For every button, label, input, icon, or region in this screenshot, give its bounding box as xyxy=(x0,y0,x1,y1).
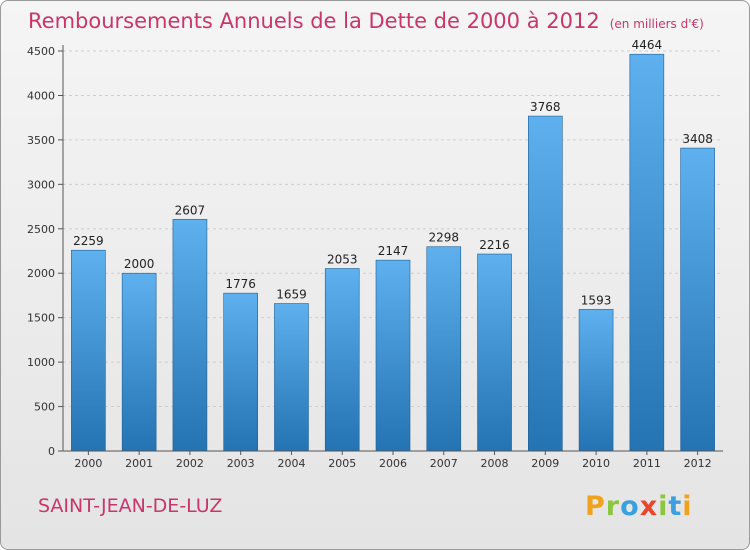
x-tick-label-2008: 2008 xyxy=(481,457,509,470)
y-tick-label: 4000 xyxy=(27,89,55,102)
labels: 0 500 1000 1500 2000 2500 3000 3500 4000 4500 2259… xyxy=(27,38,713,470)
bar-2008 xyxy=(477,253,512,452)
y-tick-label: 3500 xyxy=(27,134,55,147)
value-label-2012: 3408 xyxy=(682,132,713,146)
y-tick-label: 3000 xyxy=(27,178,55,191)
x-tick-label-2007: 2007 xyxy=(430,457,458,470)
city-name: SAINT-JEAN-DE-LUZ xyxy=(38,495,223,517)
logo-letter: r xyxy=(605,491,621,522)
axes xyxy=(58,45,723,455)
value-label-2011: 4464 xyxy=(632,38,663,52)
x-tick-label-2006: 2006 xyxy=(379,457,407,470)
x-tick-label-2003: 2003 xyxy=(227,457,255,470)
chart-title-text: Remboursements Annuels de la Dette de 20… xyxy=(28,9,600,33)
bar-2006 xyxy=(375,259,411,452)
bar-2005 xyxy=(324,268,360,452)
value-label-2004: 1659 xyxy=(276,288,307,302)
x-tick-label-2009: 2009 xyxy=(531,457,559,470)
bar-2003 xyxy=(223,292,258,452)
logo-letter: i xyxy=(682,491,693,522)
bar-2000 xyxy=(71,249,106,452)
value-label-2010: 1593 xyxy=(581,293,612,307)
logo-letter: o xyxy=(620,491,640,522)
x-tick-label-2002: 2002 xyxy=(176,457,204,470)
value-label-2005: 2053 xyxy=(327,253,358,267)
logo-letter: i xyxy=(658,491,669,522)
y-tick-label: 500 xyxy=(34,401,55,414)
y-tick-label: 4500 xyxy=(27,45,55,58)
logo-letter: P xyxy=(585,491,606,522)
proxiti-logo: Proxiti xyxy=(585,491,693,522)
bar-2011 xyxy=(629,53,665,452)
value-label-2001: 2000 xyxy=(124,257,155,271)
logo-letter: t xyxy=(668,491,683,522)
value-label-2009: 3768 xyxy=(530,100,561,114)
y-tick-label: 2000 xyxy=(27,267,55,280)
bars xyxy=(71,53,715,452)
value-label-2000: 2259 xyxy=(73,234,104,248)
x-tick-label-2012: 2012 xyxy=(684,457,712,470)
bar-2007 xyxy=(426,246,462,452)
value-label-2003: 1776 xyxy=(225,277,256,291)
chart-subtitle: (en milliers d'€) xyxy=(609,17,704,31)
x-tick-label-2011: 2011 xyxy=(633,457,661,470)
value-label-2002: 2607 xyxy=(175,203,206,217)
value-label-2007: 2298 xyxy=(428,231,459,245)
x-tick-label-2000: 2000 xyxy=(74,457,102,470)
bar-2012 xyxy=(680,147,715,452)
value-label-2006: 2147 xyxy=(378,244,409,258)
y-tick-label: 2500 xyxy=(27,223,55,236)
y-tick-label: 1500 xyxy=(27,312,55,325)
bar-2009 xyxy=(528,115,563,452)
y-tick-label: 0 xyxy=(48,445,55,458)
bar-2001 xyxy=(121,272,157,452)
bar-2004 xyxy=(274,303,309,452)
value-label-2008: 2216 xyxy=(479,238,510,252)
x-tick-label-2001: 2001 xyxy=(125,457,153,470)
bar-2010 xyxy=(578,309,614,452)
chart-title: Remboursements Annuels de la Dette de 20… xyxy=(28,9,704,33)
y-tick-label: 1000 xyxy=(27,356,55,369)
logo-letter: x xyxy=(639,491,659,522)
x-tick-label-2010: 2010 xyxy=(582,457,610,470)
x-tick-label-2004: 2004 xyxy=(277,457,305,470)
x-tick-label-2005: 2005 xyxy=(328,457,356,470)
bar-2002 xyxy=(172,218,208,452)
